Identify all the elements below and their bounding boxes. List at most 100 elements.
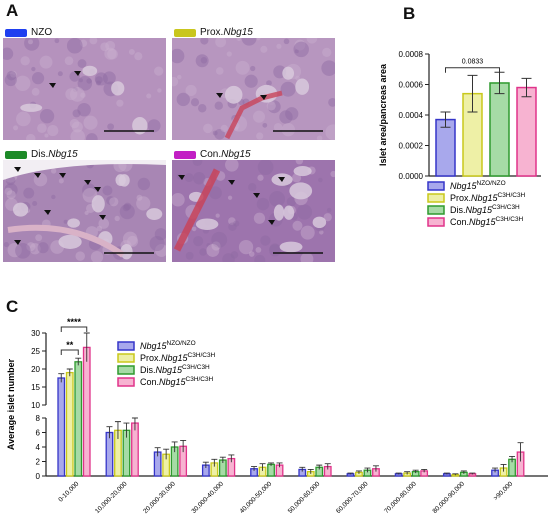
error-bar — [355, 470, 362, 474]
legend-swatch — [427, 217, 445, 227]
y-tick-label: 0.0006 — [399, 81, 424, 90]
error-bar — [452, 473, 459, 476]
x-tick-label: 70,000-80,000 — [383, 480, 418, 515]
x-tick-label: 30,000-40,000 — [190, 480, 225, 515]
arrowhead-icon — [34, 173, 41, 178]
error-bar — [395, 472, 402, 475]
panel-letter-c: C — [6, 297, 19, 316]
bar — [82, 346, 91, 477]
error-bar — [460, 470, 467, 474]
tile-label-gene: Nbg15 — [221, 149, 251, 160]
significance-bracket — [60, 349, 79, 355]
error-bar — [83, 332, 90, 362]
panel-letter-b: B — [403, 4, 416, 23]
arrowhead-icon — [228, 180, 235, 185]
y-tick-label: 2 — [36, 458, 41, 467]
significance-stars: **** — [67, 317, 82, 327]
error-bar — [509, 455, 516, 463]
y-tick-label: 0 — [36, 472, 41, 481]
y-tick-label: 15 — [31, 383, 40, 392]
error-bar — [517, 442, 524, 462]
error-bar — [202, 461, 209, 469]
histology-image-0 — [3, 38, 166, 140]
legend-entry: Dis.Nbg15C3H/C3H — [140, 364, 210, 375]
x-tick-label: 50,000-60,000 — [287, 480, 322, 515]
tile-color-swatch — [174, 28, 196, 37]
tile-label-text: Prox.Nbg15 — [200, 27, 253, 38]
error-bar — [114, 421, 121, 440]
bar — [65, 371, 74, 477]
error-bar — [467, 74, 478, 113]
error-bar — [131, 417, 138, 431]
p-value-label: 0.0833 — [462, 59, 484, 66]
x-tick-label: 80,000-90,000 — [431, 480, 466, 515]
bar — [105, 431, 114, 477]
legend-entry: Prox.Nbg15C3H/C3H — [140, 352, 216, 363]
y-tick-label: 0.0000 — [399, 172, 424, 181]
error-bar — [347, 472, 354, 475]
y-tick-label: 0.0002 — [399, 142, 424, 151]
bar — [489, 82, 510, 177]
panel-letter-a: A — [6, 1, 19, 20]
y-tick-label: 10 — [31, 401, 40, 410]
error-bar — [443, 472, 450, 475]
error-bar — [412, 469, 419, 474]
arrowhead-icon — [260, 95, 267, 100]
error-bar — [180, 440, 187, 453]
error-bar — [372, 465, 379, 472]
histology-image-3 — [172, 160, 335, 262]
arrowhead-icon — [14, 240, 21, 245]
y-tick-label: 20 — [31, 365, 40, 374]
error-bar — [163, 448, 170, 460]
legend-entry: Nbg15NZO/NZO — [140, 340, 196, 351]
error-bar — [219, 456, 226, 463]
tile-label-text: Con.Nbg15 — [200, 149, 251, 160]
error-bar — [154, 447, 161, 457]
legend-swatch — [117, 377, 135, 387]
x-tick-label: 40,000-50,000 — [239, 480, 274, 515]
tile-color-swatch — [5, 150, 27, 159]
arrowhead-icon — [74, 71, 81, 76]
error-bar — [364, 467, 371, 473]
error-bar — [259, 463, 266, 471]
error-bar — [106, 426, 113, 439]
histology-image-1 — [172, 38, 335, 140]
legend-swatch — [117, 365, 135, 375]
y-tick-label: 0.0008 — [399, 50, 424, 59]
tile-label-text: Dis.Nbg15 — [31, 149, 78, 160]
error-bar — [251, 466, 258, 471]
tile-label-gene: Nbg15 — [48, 149, 78, 160]
chart-c: 10 15 20 25 30 0 2 4 6 8 Average islet number 0-10,… — [6, 317, 548, 515]
y-tick-label: 6 — [36, 429, 41, 438]
legend-swatch — [117, 341, 135, 351]
y-tick-label: 4 — [36, 443, 41, 452]
error-bar — [521, 77, 532, 98]
chart-b: 0.0000 0.0002 0.0004 0.0006 0.0008 Islet area… — [378, 50, 541, 227]
arrowhead-icon — [49, 83, 56, 88]
legend-swatch — [117, 353, 135, 363]
bar — [131, 422, 139, 477]
legend-swatch — [427, 205, 445, 215]
x-tick-label: 20,000-30,000 — [142, 480, 177, 515]
y-axis-label: Islet area/pancreas area — [378, 63, 388, 166]
tile-color-swatch — [5, 28, 27, 37]
arrowhead-icon — [59, 173, 66, 178]
y-tick-label: 30 — [31, 329, 40, 338]
arrowhead-icon — [278, 177, 285, 182]
y-axis-label: Average islet number — [6, 358, 16, 450]
bar — [435, 118, 456, 177]
histology-image-2 — [3, 160, 166, 262]
error-bar — [307, 469, 314, 474]
error-bar — [211, 458, 218, 467]
bar — [267, 463, 275, 477]
legend-entry: Nbg15NZO/NZO — [450, 180, 506, 191]
bar — [516, 86, 537, 177]
tile-label-text: NZO — [31, 27, 53, 38]
legend-entry: Con.Nbg15C3H/C3H — [450, 216, 524, 227]
y-tick-label: 0.0004 — [399, 111, 424, 120]
arrowhead-icon — [14, 167, 21, 172]
bar — [74, 361, 83, 477]
significance-bracket — [60, 326, 88, 332]
arrowhead-icon — [84, 180, 91, 185]
x-tick-label: 60,000-70,000 — [335, 480, 370, 515]
